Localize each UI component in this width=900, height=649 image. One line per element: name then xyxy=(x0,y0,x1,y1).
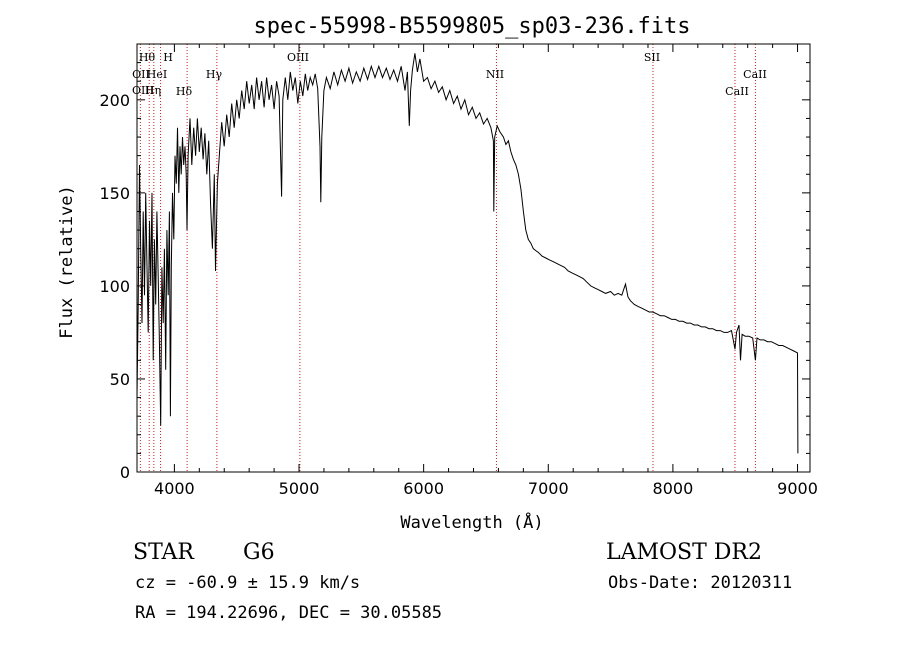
line-label: H xyxy=(163,51,173,64)
object-class: STAR xyxy=(133,540,194,565)
spectrum-line xyxy=(136,53,799,454)
observation-date: Obs-Date: 20120311 xyxy=(608,573,793,593)
y-tick-label: 100 xyxy=(99,277,130,296)
x-tick-label: 7000 xyxy=(528,479,569,498)
line-label: NII xyxy=(486,68,504,81)
axis-ticks: 4000 5000 6000 7000 8000 9000 0 50 100 150 200 xyxy=(99,44,818,498)
y-tick-label: 200 xyxy=(99,91,130,110)
line-label: OIII xyxy=(287,51,309,64)
x-tick-label: 6000 xyxy=(403,479,444,498)
redshift-cz: cz = -60.9 ± 15.9 km/s xyxy=(135,573,361,593)
x-tick-label: 5000 xyxy=(279,479,320,498)
line-label: Hη xyxy=(145,84,161,97)
survey-name: LAMOST DR2 xyxy=(606,540,762,565)
line-label: OII xyxy=(132,68,150,81)
chart-title: spec-55998-B5599805_sp03-236.fits xyxy=(253,14,690,39)
line-label: Hδ xyxy=(176,85,193,98)
line-label: OIII xyxy=(132,84,154,97)
x-axis-label: Wavelength (Å) xyxy=(400,511,543,533)
object-subclass: G6 xyxy=(243,540,275,565)
coordinates: RA = 194.22696, DEC = 30.05585 xyxy=(135,603,443,623)
line-label: Hγ xyxy=(206,68,223,81)
x-tick-label: 8000 xyxy=(653,479,694,498)
y-tick-label: 150 xyxy=(99,184,130,203)
line-label: CaII xyxy=(743,68,767,81)
x-tick-label: 9000 xyxy=(777,479,818,498)
y-tick-label: 0 xyxy=(120,463,130,482)
y-axis-label: Flux (relative) xyxy=(57,185,77,339)
line-label: CaII xyxy=(725,85,749,98)
y-tick-label: 50 xyxy=(110,370,130,389)
x-tick-label: 4000 xyxy=(154,479,195,498)
line-label: SII xyxy=(644,51,660,64)
line-label: HeI xyxy=(147,68,167,81)
line-label: Hθ xyxy=(139,51,156,64)
